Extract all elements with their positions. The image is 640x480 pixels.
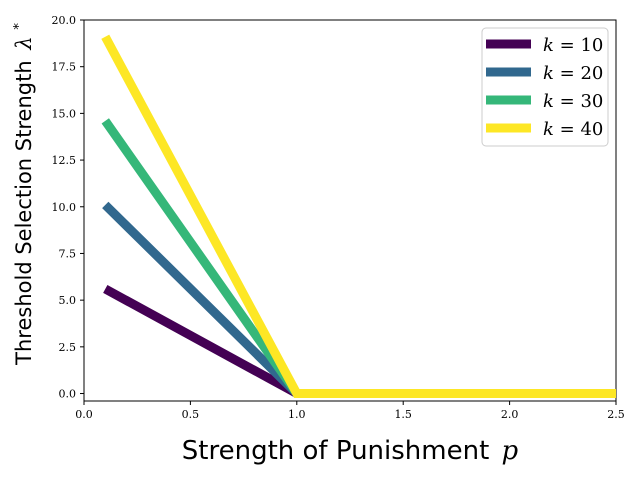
x-tick-label: 0.5 (182, 408, 200, 421)
plot-frame (83, 19, 617, 402)
y-axis-superscript: * (12, 23, 27, 30)
x-axis-variable: p (502, 436, 519, 466)
x-axis-label: Strength of Punishment p (182, 436, 519, 466)
y-tick-label: 20.0 (52, 14, 77, 27)
y-tick-label: 7.5 (59, 247, 77, 260)
x-tick-label: 1.0 (288, 408, 306, 421)
y-tick-label: 12.5 (52, 154, 77, 167)
legend-frame (481, 27, 609, 147)
y-axis-label-text: Threshold Selection Strength (12, 60, 36, 365)
y-axis-variable: λ (12, 36, 36, 50)
series-line-10 (103, 284, 616, 399)
legend: k = 10 k = 20 k = 30 k = 40 (481, 27, 609, 147)
y-axis-ticks: 0.0 2.5 5.0 7.5 10.0 12.5 15.0 17.5 20.0 (52, 14, 84, 401)
y-tick-label: 0.0 (59, 388, 77, 401)
legend-label-30: k = 30 (543, 91, 603, 112)
x-tick-label: 1.5 (394, 408, 412, 421)
y-tick-label: 17.5 (52, 61, 77, 74)
y-tick-label: 15.0 (52, 107, 77, 120)
series-layer (101, 34, 616, 399)
x-axis-ticks: 0.0 0.5 1.0 1.5 2.0 2.5 (75, 401, 625, 421)
x-tick-label: 0.0 (75, 408, 93, 421)
legend-label-40: k = 40 (543, 119, 603, 140)
y-axis-label: Threshold Selection Strength λ * (12, 23, 36, 366)
x-tick-label: 2.5 (607, 408, 625, 421)
legend-items: k = 10 k = 20 k = 30 k = 40 (486, 35, 603, 140)
y-tick-label: 10.0 (52, 201, 77, 214)
x-tick-label: 2.0 (501, 408, 519, 421)
plot-area (83, 19, 617, 402)
legend-label-10: k = 10 (543, 35, 603, 56)
x-axis-label-text: Strength of Punishment (182, 436, 489, 466)
series-line-40 (101, 34, 616, 399)
y-tick-label: 5.0 (59, 294, 77, 307)
series-line-30 (101, 118, 616, 399)
legend-label-20: k = 20 (543, 63, 603, 84)
y-tick-label: 2.5 (59, 341, 77, 354)
